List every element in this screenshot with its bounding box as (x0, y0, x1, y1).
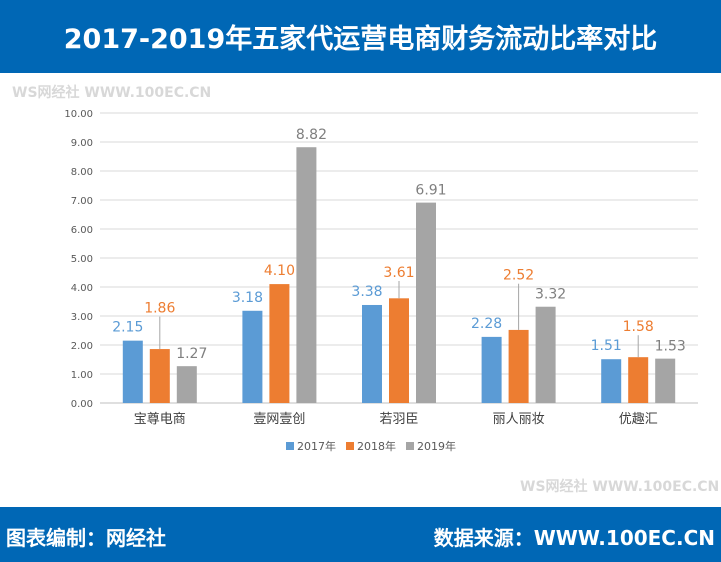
bar (269, 284, 290, 403)
title-banner: 2017-2019年五家代运营电商财务流动比率对比 (0, 0, 721, 73)
x-tick-label: 丽人丽妆 (493, 412, 545, 427)
bar (508, 329, 529, 403)
bar (535, 306, 556, 403)
watermark-logo: WS网经社 WWW.100EC.CN (12, 85, 212, 101)
data-label: 3.18 (232, 290, 263, 306)
legend-swatch (406, 442, 414, 450)
x-tick-label: 若羽臣 (379, 411, 418, 427)
data-label: 6.91 (415, 183, 446, 199)
bar (362, 304, 382, 403)
data-label: 2.52 (503, 268, 534, 284)
data-label: 1.53 (655, 339, 686, 355)
y-tick-label: 6.00 (71, 225, 93, 236)
y-tick-label: 8.00 (71, 167, 93, 178)
data-label: 1.51 (591, 338, 622, 354)
y-tick-label: 4.00 (71, 283, 93, 294)
x-tick-label: 宝尊电商 (134, 411, 186, 427)
bar (601, 359, 622, 403)
bar (655, 358, 676, 403)
data-label: 4.10 (264, 263, 295, 279)
bar (481, 336, 502, 403)
data-label: 2.15 (112, 320, 143, 336)
chart-title: 2017-2019年五家代运营电商财务流动比率对比 (63, 24, 658, 55)
x-tick-label: 壹网壹创 (253, 412, 305, 427)
bar-chart: 0.00 1.00 2.00 3.00 4.00 5.00 6.00 7.00 8.00 9.00… (64, 109, 698, 453)
footer-banner: 图表编制：网经社 数据来源：WWW.100EC.CN (0, 507, 721, 562)
y-tick-label: 9.00 (71, 138, 93, 149)
legend-swatch (346, 442, 354, 450)
y-tick-label: 5.00 (71, 254, 93, 265)
y-tick-label: 1.00 (71, 370, 93, 381)
data-label: 1.27 (176, 346, 207, 362)
legend-label: 2019年 (417, 439, 456, 453)
data-label: 3.32 (535, 287, 566, 303)
legend-swatch (286, 442, 294, 450)
footer-source: 数据来源：WWW.100EC.CN (433, 526, 715, 550)
data-label: 3.38 (351, 284, 382, 300)
bar (176, 366, 197, 403)
y-tick-label: 3.00 (71, 312, 93, 323)
bar (389, 298, 409, 403)
data-label: 1.86 (144, 301, 175, 317)
data-label: 8.82 (296, 127, 327, 143)
bar (416, 202, 436, 403)
x-tick-label: 优趣汇 (619, 412, 658, 427)
y-tick-label: 2.00 (71, 341, 93, 352)
bar (122, 340, 143, 403)
bar (149, 349, 170, 403)
bar (242, 310, 263, 403)
watermark-logo-2: WS网经社 WWW.100EC.CN (520, 479, 720, 495)
legend-label: 2017年 (297, 439, 336, 453)
footer-credit: 图表编制：网经社 (6, 526, 166, 550)
bar (628, 357, 649, 403)
bar (296, 147, 317, 403)
y-tick-label: 0.00 (71, 399, 93, 410)
data-label: 1.58 (623, 319, 654, 335)
y-tick-label: 10.00 (64, 109, 93, 120)
legend-label: 2018年 (357, 439, 396, 453)
y-tick-label: 7.00 (71, 196, 93, 207)
data-label: 2.28 (471, 316, 502, 332)
data-label: 3.61 (383, 265, 414, 281)
